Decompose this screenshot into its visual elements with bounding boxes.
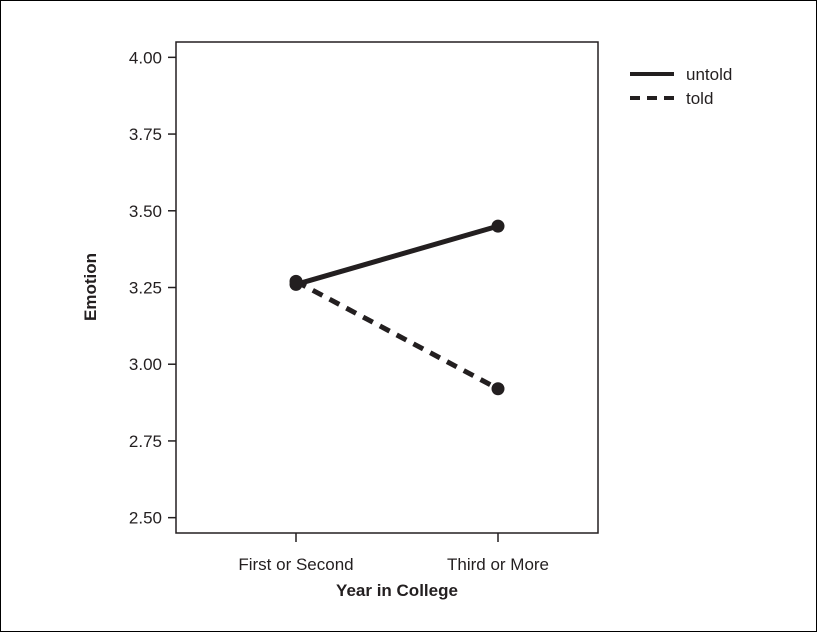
plot-area: [175, 41, 599, 534]
y-tick-label: 3.25: [129, 279, 162, 298]
data-point-told: [491, 382, 505, 396]
y-tick-label: 3.00: [129, 355, 162, 374]
y-tick-label: 3.75: [129, 125, 162, 144]
x-tick-label: Third or More: [447, 555, 549, 574]
y-tick-label: 4.00: [129, 48, 162, 67]
data-point-told: [289, 274, 303, 288]
data-point-untold: [491, 219, 505, 233]
x-tick-label: First or Second: [238, 555, 353, 574]
y-axis: 2.50 2.75 3.00 3.25 3.50 3.75 4.00: [129, 48, 176, 528]
x-axis-title: Year in College: [336, 581, 458, 600]
series-line-untold: [295, 223, 499, 287]
y-axis-title: Emotion: [81, 253, 100, 321]
series-line-told: [294, 279, 500, 391]
x-axis: First or Second Third or More: [238, 533, 549, 574]
y-tick-label: 3.50: [129, 202, 162, 221]
series-layer: [289, 219, 505, 396]
y-tick-label: 2.75: [129, 432, 162, 451]
legend-label-untold: untold: [686, 65, 732, 84]
legend-label-told: told: [686, 89, 713, 108]
legend: untold told: [630, 65, 732, 108]
y-tick-label: 2.50: [129, 509, 162, 528]
